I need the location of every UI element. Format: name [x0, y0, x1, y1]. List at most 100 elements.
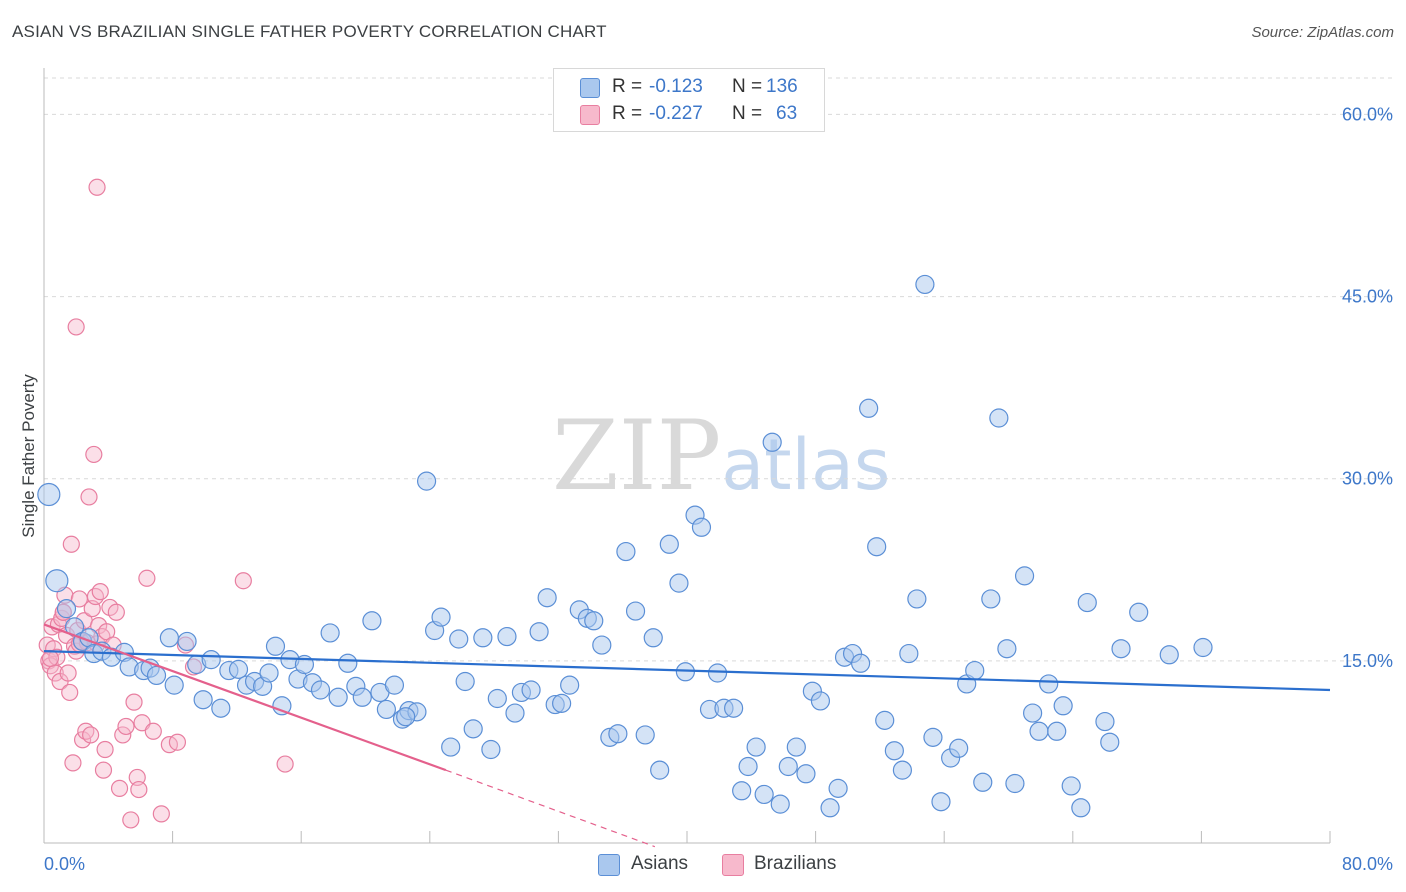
y-tick-label: 60.0% — [1342, 104, 1393, 124]
asian-point — [463, 719, 483, 739]
legend-n-value: 136 — [766, 76, 798, 97]
brazilian-point — [61, 683, 79, 702]
legend-row-brazilians: R = -0.227 N = 63 — [554, 101, 824, 127]
asian-point — [643, 628, 663, 648]
brazilian-point — [152, 805, 170, 823]
brazilian-point — [59, 664, 77, 682]
trend-lines — [43, 623, 1331, 848]
asian-point — [778, 756, 798, 777]
brazilian-point — [48, 648, 66, 666]
asian-point — [786, 737, 806, 757]
asian-point — [441, 737, 461, 757]
brazilians-legend-label: Brazilians — [754, 853, 837, 874]
asian-point — [1111, 639, 1131, 659]
asian-point — [328, 687, 348, 707]
asian-point — [899, 643, 919, 664]
brazilian-point — [86, 587, 105, 606]
asian-point — [584, 611, 604, 631]
asian-point — [828, 778, 848, 798]
asian-point — [691, 517, 712, 537]
asian-point — [762, 432, 782, 452]
asian-point — [810, 691, 831, 711]
asian-point — [193, 690, 213, 710]
brazilian-point — [41, 649, 60, 668]
brazilian-point — [91, 583, 109, 601]
legend-r-label: R = — [612, 103, 643, 124]
x-tick-label: 0.0% — [44, 854, 85, 874]
asian-point — [851, 653, 871, 673]
asian-point — [201, 650, 221, 670]
asian-point — [875, 710, 895, 730]
brazilian-point — [234, 572, 252, 590]
asian-point — [56, 599, 77, 619]
asian-point — [449, 629, 469, 649]
brazilian-point — [122, 811, 140, 829]
asians-legend-label: Asians — [631, 853, 689, 874]
asian-point — [1053, 696, 1073, 716]
brazilian-point — [64, 754, 82, 772]
asian-point — [981, 589, 1001, 609]
asian-point — [384, 675, 405, 695]
asian-point — [481, 739, 501, 760]
asian-point — [1129, 602, 1149, 622]
asian-point — [1071, 798, 1091, 818]
brazilian-point — [117, 717, 135, 736]
legend-r-value: -0.227 — [649, 103, 703, 124]
brazilians-points — [38, 178, 294, 829]
asian-point — [770, 794, 790, 814]
asian-point — [949, 738, 969, 758]
brazilian-point — [88, 178, 106, 196]
asian-point — [1095, 711, 1115, 732]
asian-point — [1029, 721, 1049, 741]
legend-row-asians: R = -0.123 N = 136 — [554, 74, 824, 100]
asian-point — [892, 760, 913, 780]
brazilian-point — [96, 740, 114, 759]
asian-point — [616, 541, 636, 562]
asian-point — [473, 628, 493, 648]
asian-point — [265, 636, 286, 656]
asian-point — [552, 693, 572, 713]
brazilian-point — [276, 755, 294, 773]
asian-point — [37, 482, 61, 507]
brazilian-point — [144, 722, 162, 740]
asian-point — [177, 631, 197, 652]
brazilian-point — [94, 761, 113, 779]
asian-point — [362, 611, 382, 631]
asian-point — [1159, 645, 1179, 665]
brazilian-point — [80, 488, 98, 506]
legend-n-label: N = — [732, 76, 763, 97]
brazilian-point — [110, 779, 129, 797]
chart-title: ASIAN VS BRAZILIAN SINGLE FATHER POVERTY… — [12, 22, 607, 41]
asian-point — [416, 471, 437, 491]
asian-point — [521, 680, 541, 700]
asian-point — [669, 573, 689, 593]
asian-point — [625, 601, 646, 621]
asian-point — [732, 781, 752, 801]
asian-point — [796, 764, 816, 784]
asian-point — [650, 760, 670, 780]
y-tick-label: 30.0% — [1342, 469, 1393, 489]
asian-point — [1047, 721, 1067, 741]
brazilian-point — [138, 569, 156, 587]
asian-point — [931, 792, 951, 812]
brazilian-point — [85, 445, 103, 464]
asians-legend-swatch — [598, 854, 620, 876]
asian-point — [259, 663, 279, 683]
brazilian-point — [168, 733, 187, 751]
asian-point — [310, 680, 331, 700]
asian-point — [560, 675, 580, 695]
y-axis-label: Single Father Poverty — [19, 374, 38, 538]
asian-point — [497, 626, 517, 647]
asian-point — [884, 741, 904, 761]
axes — [43, 68, 1331, 844]
brazilian-point — [67, 318, 85, 336]
legend-r-label: R = — [612, 76, 643, 97]
asian-point — [738, 756, 758, 777]
asian-point — [537, 588, 557, 608]
brazilian-point — [130, 780, 148, 799]
asians-swatch — [580, 78, 600, 98]
asian-point — [1077, 592, 1097, 613]
asian-point — [455, 671, 475, 692]
brazilians-trend-line — [43, 623, 447, 772]
